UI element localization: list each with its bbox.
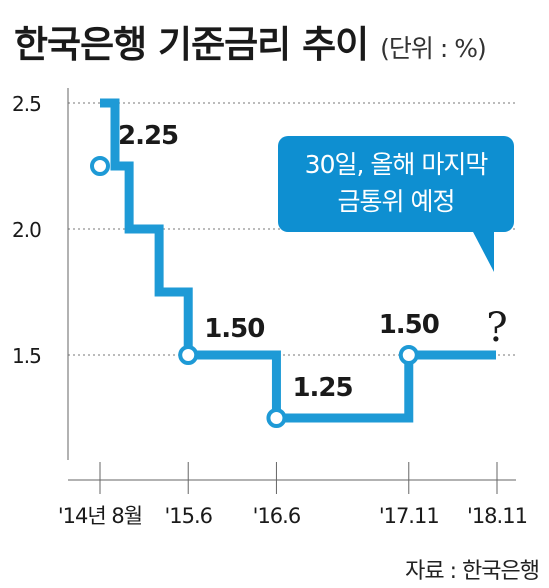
callout-box bbox=[278, 136, 514, 232]
data-label: 2.25 bbox=[118, 121, 178, 151]
series-line-0 bbox=[100, 98, 497, 423]
title-row: 한국은행 기준금리 추이 (단위 : %) bbox=[14, 14, 544, 74]
data-label: 1.50 bbox=[379, 310, 439, 340]
data-point-marker bbox=[398, 345, 419, 365]
y-tick-label: 1.5 bbox=[12, 344, 41, 368]
callout-text-line: 금통위 예정 bbox=[338, 187, 455, 216]
x-tick-label: '14년 8월 bbox=[58, 504, 142, 528]
source-label: 자료 : 한국은행 bbox=[405, 559, 540, 584]
data-point-marker bbox=[178, 345, 199, 365]
x-tick-label: '18.11 bbox=[467, 504, 527, 528]
x-tick-label: '17.11 bbox=[379, 504, 439, 528]
x-tick-label: '15.6 bbox=[164, 504, 212, 528]
data-point-marker bbox=[266, 408, 287, 428]
callout-tail bbox=[472, 230, 494, 272]
x-tick-label: '16.6 bbox=[253, 504, 301, 528]
unit-label: (단위 : %) bbox=[380, 34, 487, 63]
pending-value-label: ? bbox=[486, 305, 507, 351]
chart-title: 한국은행 기준금리 추이 bbox=[14, 23, 369, 66]
callout-text-line: 30일, 올해 마지막 bbox=[305, 150, 489, 179]
data-label: 1.50 bbox=[204, 314, 264, 344]
data-point-marker bbox=[90, 156, 110, 176]
y-tick-label: 2.0 bbox=[12, 218, 41, 242]
y-tick-label: 2.5 bbox=[12, 92, 41, 116]
data-label: 1.25 bbox=[292, 373, 352, 403]
